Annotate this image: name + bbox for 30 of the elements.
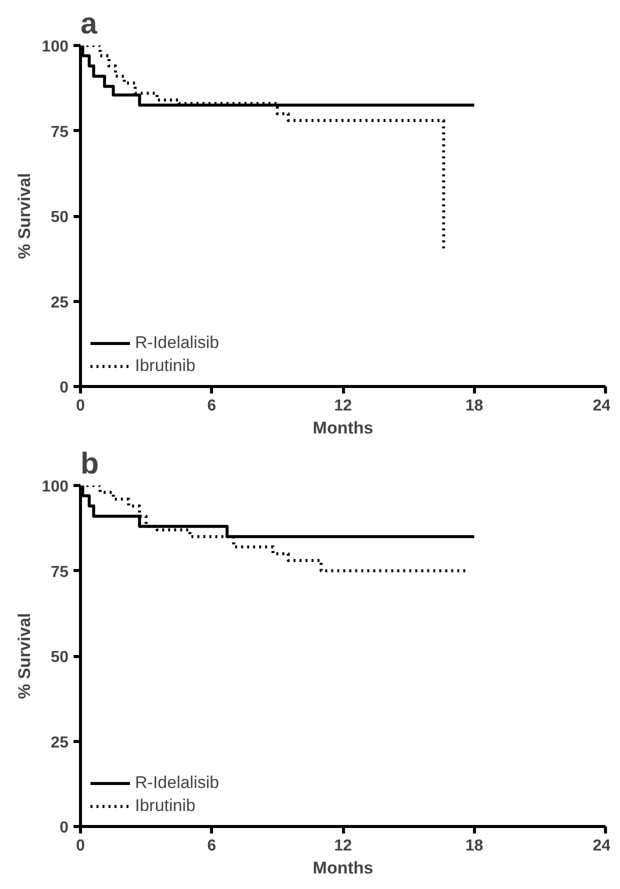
chart-title: b	[80, 448, 99, 480]
y-tick-label: 75	[50, 124, 69, 141]
legend-label: R-Idelalisib	[135, 773, 220, 793]
y-tick-label: 100	[42, 478, 69, 496]
y-tick-label: 0	[60, 380, 69, 396]
y-tick-label: 50	[50, 649, 69, 666]
x-tick-label: 24	[592, 398, 611, 414]
x-tick-label: 0	[76, 398, 86, 414]
y-tick-label: 50	[50, 209, 69, 226]
x-tick-label: 6	[207, 838, 216, 854]
y-tick-label: 25	[50, 734, 69, 752]
x-tick-label: 0	[76, 838, 86, 854]
y-axis-title: % Survival	[14, 172, 34, 259]
x-tick-label: 18	[465, 398, 484, 414]
legend-label: R-Idelalisib	[135, 333, 220, 353]
x-tick-label: 12	[334, 398, 352, 414]
y-tick-label: 100	[42, 38, 69, 56]
x-axis-title: Months	[312, 858, 374, 878]
legend-label: Ibrutinib	[135, 356, 196, 376]
legend-label: Ibrutinib	[135, 796, 196, 816]
x-tick-label: 6	[207, 398, 216, 414]
x-axis-title: Months	[312, 418, 374, 438]
x-tick-label: 24	[592, 838, 611, 854]
chart-title: a	[80, 8, 98, 40]
y-tick-label: 25	[50, 294, 69, 312]
x-tick-label: 18	[465, 838, 484, 854]
y-tick-label: 0	[60, 820, 69, 836]
y-axis-title: % Survival	[14, 612, 34, 699]
y-tick-label: 75	[50, 564, 69, 581]
x-tick-label: 12	[334, 838, 352, 854]
